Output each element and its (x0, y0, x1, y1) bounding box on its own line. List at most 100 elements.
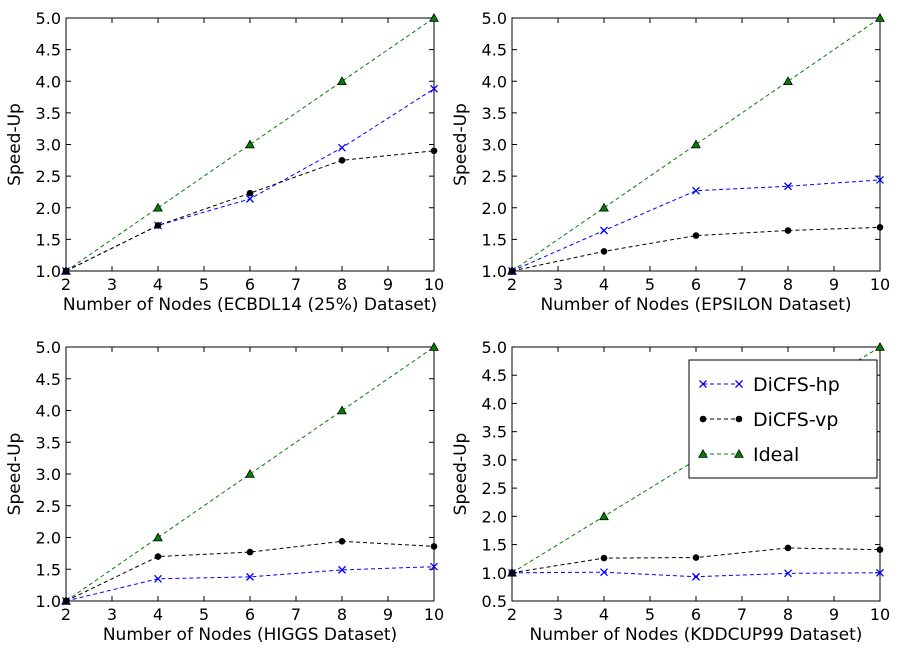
data-point-vp (784, 544, 792, 552)
data-point-hp (600, 226, 608, 235)
y-tick-label: 3.0 (482, 451, 507, 470)
y-tick-label: 3.5 (482, 104, 507, 123)
x-tick-label: 5 (199, 605, 209, 624)
data-point-vp (246, 548, 254, 556)
x-tick-label: 10 (870, 605, 890, 624)
series-line-hp (511, 179, 881, 272)
x-tick-label: 9 (383, 275, 393, 294)
data-point-hp (692, 186, 700, 195)
data-point-vp (508, 569, 516, 577)
x-tick-label: 6 (245, 605, 255, 624)
data-point-ideal (153, 202, 163, 212)
y-tick-label: 4.5 (482, 366, 507, 385)
x-tick-label: 5 (199, 275, 209, 294)
legend-marker-vp (699, 415, 707, 423)
data-point-ideal (599, 202, 609, 212)
x-tick-label: 2 (507, 605, 517, 624)
y-tick-label: 1.5 (36, 560, 61, 579)
data-point-hp (692, 572, 700, 581)
x-tick-label: 3 (107, 275, 117, 294)
y-axis-label: Speed-Up (5, 103, 25, 186)
series-hp (62, 84, 438, 275)
legend-marker-hp (699, 380, 707, 388)
data-point-hp (430, 84, 438, 93)
legend: DiCFS-hp DiCFS-vp Ideal (688, 359, 878, 479)
y-tick-label: 3.0 (482, 136, 507, 155)
series-line-vp (65, 540, 435, 602)
y-axis-label: Speed-Up (451, 433, 471, 516)
x-tick-label: 10 (870, 275, 890, 294)
legend-label-ideal: Ideal (753, 444, 799, 466)
y-tick-label: 3.5 (36, 104, 61, 123)
series-hp (62, 562, 438, 605)
series-line-hp (65, 566, 435, 602)
data-point-hp (246, 572, 254, 581)
y-tick-label: 4.5 (482, 41, 507, 60)
x-tick-label: 7 (737, 605, 747, 624)
y-tick-label: 4.5 (36, 41, 61, 60)
x-tick-label: 2 (507, 275, 517, 294)
x-tick-label: 5 (645, 275, 655, 294)
data-point-hp (246, 194, 254, 203)
y-tick-label: 1.5 (36, 230, 61, 249)
series-line-ideal (511, 17, 881, 272)
x-tick-label: 9 (829, 605, 839, 624)
data-point-hp (154, 574, 162, 583)
data-point-vp (876, 224, 884, 231)
series-vp (62, 538, 438, 605)
x-tick-label: 6 (691, 275, 701, 294)
chart-panel-1: 2 3 4 5 6 7 8 9 10 1.0 1.5 2.0 2.5 3.0 3.5 4.0 4.5 5.0 Num… (5, 9, 444, 315)
legend-marker-hp (735, 380, 743, 388)
y-tick-label: 4.0 (482, 72, 507, 91)
y-tick-label: 2.5 (36, 167, 61, 186)
y-tick-label: 2.5 (36, 497, 61, 516)
x-tick-label: 3 (553, 605, 563, 624)
y-tick-label: 2.0 (36, 529, 61, 548)
y-tick-label: 1.5 (482, 536, 507, 555)
data-point-vp (62, 267, 70, 275)
y-tick-label: 4.5 (36, 370, 61, 389)
series-vp (62, 147, 438, 275)
data-point-vp (430, 543, 438, 550)
y-axis-label: Speed-Up (451, 103, 471, 186)
x-tick-label: 2 (61, 605, 71, 624)
data-point-ideal (153, 532, 163, 542)
data-point-hp (430, 562, 438, 571)
data-point-ideal (245, 468, 255, 478)
x-tick-label: 4 (153, 605, 163, 624)
x-axis-label: Number of Nodes (KDDCUP99 Dataset) (530, 625, 863, 645)
data-point-hp (338, 143, 346, 152)
data-point-ideal (783, 76, 793, 86)
data-point-hp (600, 568, 608, 577)
y-tick-label: 2.0 (36, 199, 61, 218)
x-axis-label: Number of Nodes (EPSILON Dataset) (540, 295, 851, 315)
x-tick-label: 8 (783, 275, 793, 294)
data-point-vp (338, 538, 346, 545)
x-axis-label: Number of Nodes (HIGGS Dataset) (103, 625, 397, 645)
x-tick-label: 10 (424, 605, 444, 624)
data-point-vp (692, 554, 700, 561)
y-tick-label: 3.0 (36, 136, 61, 155)
x-tick-label: 8 (783, 605, 793, 624)
x-tick-label: 9 (829, 275, 839, 294)
y-tick-label: 4.0 (36, 402, 61, 421)
x-tick-label: 8 (337, 275, 347, 294)
data-point-vp (154, 222, 162, 229)
y-tick-label: 1.0 (482, 564, 507, 583)
data-point-vp (430, 147, 438, 155)
data-point-ideal (691, 139, 701, 149)
data-point-vp (338, 157, 346, 164)
y-tick-label: 5.0 (36, 9, 61, 28)
y-axis-label: Speed-Up (5, 433, 25, 516)
x-tick-label: 7 (737, 275, 747, 294)
legend-label-vp: DiCFS-vp (753, 409, 838, 431)
data-point-ideal (429, 341, 439, 351)
y-tick-label: 1.0 (482, 262, 507, 281)
x-tick-label: 9 (383, 605, 393, 624)
x-tick-label: 4 (599, 605, 609, 624)
data-point-vp (876, 546, 884, 553)
data-point-ideal (429, 12, 439, 22)
x-tick-label: 5 (645, 605, 655, 624)
